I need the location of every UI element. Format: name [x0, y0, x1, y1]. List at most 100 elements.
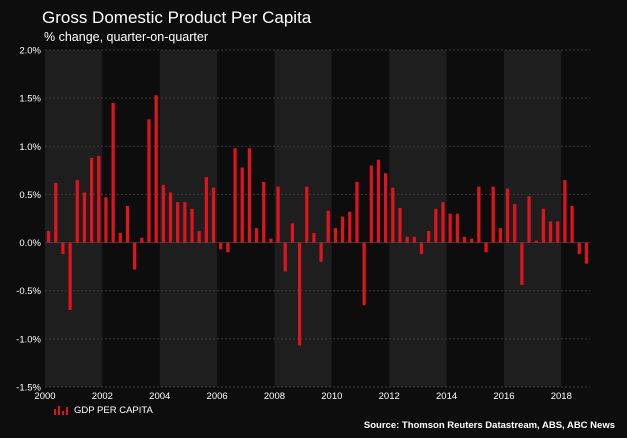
y-tick-label: 1.5% [19, 94, 41, 105]
bar [204, 177, 208, 243]
year-band [274, 50, 332, 387]
bar [333, 228, 338, 243]
bar [348, 211, 352, 243]
bar [133, 242, 137, 270]
bar [161, 184, 165, 243]
bar [505, 188, 510, 243]
bar [233, 148, 237, 243]
x-tick-label: 2008 [264, 391, 285, 402]
bar [305, 186, 309, 243]
bar [462, 236, 467, 243]
x-tick-label: 2000 [34, 391, 55, 402]
bar [577, 242, 581, 255]
y-tick-label: -1.5% [16, 383, 41, 394]
bar [46, 231, 51, 243]
bar [391, 187, 395, 243]
bar [297, 242, 302, 346]
source-note: Source: Thomson Reuters Datastream, ABS,… [363, 420, 615, 431]
bar [556, 221, 560, 243]
bar [262, 181, 266, 243]
bar [89, 157, 94, 243]
legend: GDP PER CAPITA [54, 405, 153, 416]
bar [240, 167, 244, 243]
y-tick-label: 0.5% [19, 190, 41, 201]
year-band [217, 50, 275, 387]
bar [54, 182, 58, 243]
bar [563, 179, 567, 243]
x-tick-label: 2006 [207, 391, 228, 402]
bar [355, 181, 359, 243]
bar [82, 192, 87, 243]
bar [477, 186, 481, 243]
year-band [102, 50, 160, 387]
bar [104, 197, 108, 243]
x-tick-label: 2012 [379, 391, 400, 402]
bar [520, 242, 524, 285]
bar [290, 223, 295, 243]
bar [68, 242, 72, 310]
bar [197, 231, 201, 243]
chart-subtitle: % change, quarter-on-quarter [44, 30, 208, 44]
year-band [389, 50, 447, 387]
year-band [331, 50, 390, 387]
bar [584, 242, 589, 264]
bar [111, 102, 115, 243]
year-band [446, 50, 504, 387]
bar [75, 179, 79, 243]
bar [61, 242, 65, 255]
y-tick-label: -1.0% [16, 334, 41, 345]
bar [376, 159, 381, 243]
bar [498, 228, 502, 243]
year-band [503, 50, 562, 387]
x-tick-label: 2014 [436, 391, 457, 402]
bar [168, 192, 173, 243]
x-axis: 2000 2002 2004 2006 2008 2010 2012 2014 2016 2018 [34, 391, 571, 402]
bar [570, 205, 574, 243]
bar [125, 205, 130, 243]
bar [491, 186, 495, 243]
bar [398, 207, 402, 243]
bar [211, 187, 216, 243]
legend-label: GDP PER CAPITA [74, 405, 153, 416]
y-tick-label: 0.0% [19, 238, 41, 249]
bar [326, 210, 330, 243]
bar [269, 238, 273, 243]
bar [541, 208, 546, 243]
bar [369, 165, 373, 243]
bar [219, 242, 223, 250]
x-tick-label: 2002 [92, 391, 113, 402]
bar [405, 236, 409, 243]
chart-title: Gross Domestic Product Per Capita [42, 8, 312, 27]
bar [226, 242, 230, 253]
bar [427, 231, 431, 243]
y-axis: -1.5% -1.0% -0.5% 0.0% 0.5% 1.0% 1.5% 2.0% [16, 46, 41, 394]
x-tick-label: 2010 [321, 391, 342, 402]
y-tick-label: 2.0% [19, 46, 41, 57]
bar [419, 242, 424, 255]
y-tick-label: -0.5% [16, 286, 41, 297]
bar [254, 228, 259, 243]
year-band [159, 50, 218, 387]
bar [527, 196, 531, 243]
bar [247, 148, 251, 243]
bar [513, 204, 517, 243]
bar [118, 232, 122, 243]
bar [340, 216, 345, 243]
legend-bar-swatch-icon [54, 406, 68, 415]
bar [154, 95, 158, 243]
y-tick-label: 1.0% [19, 142, 41, 153]
bar [97, 155, 101, 243]
bar [484, 242, 488, 253]
x-tick-label: 2018 [551, 391, 572, 402]
bar [362, 242, 366, 306]
x-tick-label: 2004 [149, 391, 170, 402]
bar [283, 242, 287, 272]
bar [140, 237, 144, 243]
bar [190, 208, 194, 243]
bar-series [46, 95, 589, 346]
bar [534, 240, 538, 243]
year-band [45, 50, 103, 387]
bar [470, 238, 474, 243]
